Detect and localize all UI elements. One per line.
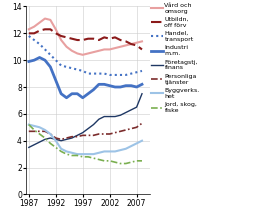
Legend: Vård och
omsorg, Utbildn,
off förv, Handel,
transport, Industri
m.m., Företagstj: Vård och omsorg, Utbildn, off förv, Hand…: [151, 3, 200, 113]
